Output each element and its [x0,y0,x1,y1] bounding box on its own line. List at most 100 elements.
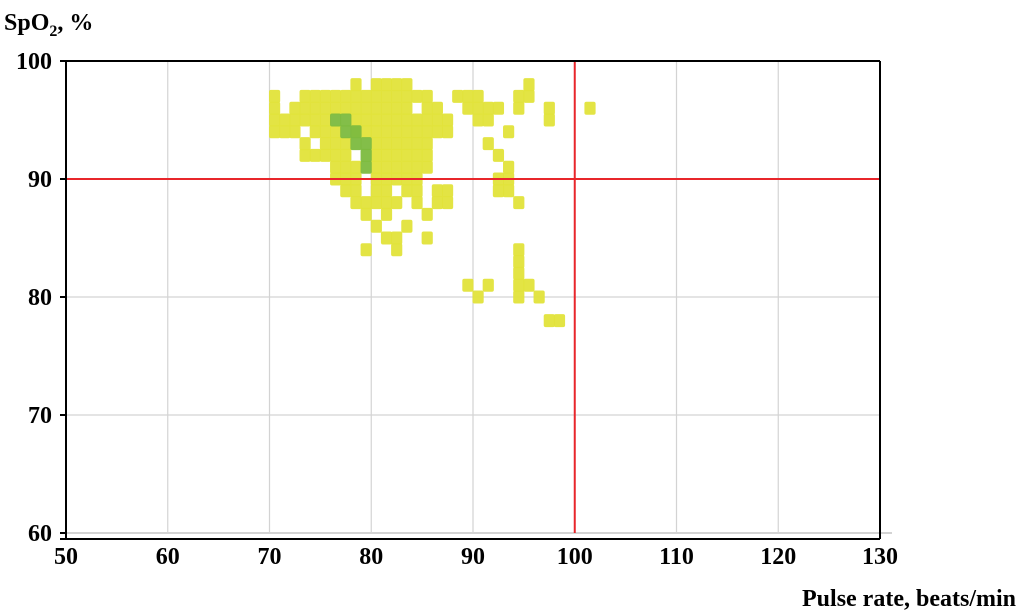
density-cell-low [523,278,535,292]
density-cell-low [370,89,382,103]
density-cell-low [319,125,332,139]
density-cell-low [268,113,281,127]
density-cell-low [380,113,393,127]
density-cell-low [401,78,413,92]
density-cell-low [401,219,413,233]
density-cell-low [380,184,393,198]
density-cell-low [462,278,474,292]
density-cell-low [523,89,535,103]
density-cell-low [299,137,311,151]
density-cell-low [268,125,281,139]
density-cell-low [319,148,332,162]
density-cell-low [431,196,443,210]
density-cell-low [380,148,393,162]
y-tick-label: 90 [28,167,52,193]
density-cell-low [513,255,525,269]
density-cell-low [268,89,281,103]
density-cell-low [380,125,393,139]
density-cell-low [350,78,362,92]
density-cell-low [421,89,433,103]
x-tick-label: 70 [258,544,282,570]
x-tick-label: 110 [659,544,694,570]
y-tick-label: 60 [28,521,52,547]
density-cell-low [472,113,484,127]
density-cell-low [370,184,382,198]
density-cell-low [350,160,362,174]
density-cell-low [330,148,342,162]
density-cell-low [299,113,311,127]
density-cell-low [513,196,525,210]
density-cell-low [340,101,352,115]
density-cell-low [431,113,443,127]
x-tick-label: 80 [359,544,383,570]
density-cell-low [370,196,382,210]
density-cell-low [391,160,403,174]
density-cell-low [503,125,515,139]
density-cell-low [421,148,433,162]
density-cell-low [431,184,443,198]
density-cell-low [411,196,423,210]
density-cell-low [411,184,423,198]
density-cell-low [401,113,413,127]
density-cell-low [279,125,291,139]
density-cell-low [380,196,393,210]
density-cell-high [340,113,352,127]
density-cell-low [370,101,382,115]
density-cell-low [350,101,362,115]
density-cell-low [462,89,474,103]
density-cell-low [370,125,382,139]
reference-lines [66,61,880,533]
density-cell-low [319,89,332,103]
density-cell-low [309,89,321,103]
density-cell-low [350,89,362,103]
density-cell-high [360,137,372,151]
density-cell-low [370,160,382,174]
density-cell-low [401,89,413,103]
density-cell-low [513,290,525,304]
density-cell-low [441,184,454,198]
density-cell-low [350,196,362,210]
density-cell-low [370,219,382,233]
density-cell-low [513,278,525,292]
density-cells [268,78,596,328]
y-axis-title-main: SpO [4,10,49,36]
density-cell-low [380,207,393,221]
density-cell-low [441,113,454,127]
density-cell-low [472,290,484,304]
density-cell-low [411,125,423,139]
density-cell-low [401,160,413,174]
y-tick-label: 100 [16,49,52,75]
density-cell-low [472,101,484,115]
density-cell-low [452,89,464,103]
density-cell-low [482,101,494,115]
x-tick-label: 100 [557,544,593,570]
density-cell-low [503,184,515,198]
density-cell-low [553,314,566,328]
density-cell-low [584,101,596,115]
density-cell-low [513,101,525,115]
plot-frame [60,60,881,540]
density-cell-low [391,243,403,257]
density-cell-low [391,231,403,245]
density-cell-low [513,266,525,280]
density-cell-low [401,184,413,198]
x-tick-label: 90 [461,544,485,570]
y-tick-label: 80 [28,285,52,311]
x-tick-label: 60 [156,544,180,570]
density-cell-high [360,148,372,162]
density-cell-low [340,148,352,162]
density-cell-low [482,113,494,127]
x-tick-label: 50 [54,544,78,570]
density-cell-low [380,101,393,115]
density-cell-low [391,137,403,151]
density-cell-low [411,89,423,103]
density-cell-low [380,231,393,245]
density-cell-high [340,125,352,139]
density-cell-low [431,125,443,139]
density-cell-low [330,101,342,115]
y-axis-title-unit: , % [57,10,93,36]
density-cell-low [421,101,433,115]
density-cell-low [268,101,281,115]
density-cell-low [411,113,423,127]
